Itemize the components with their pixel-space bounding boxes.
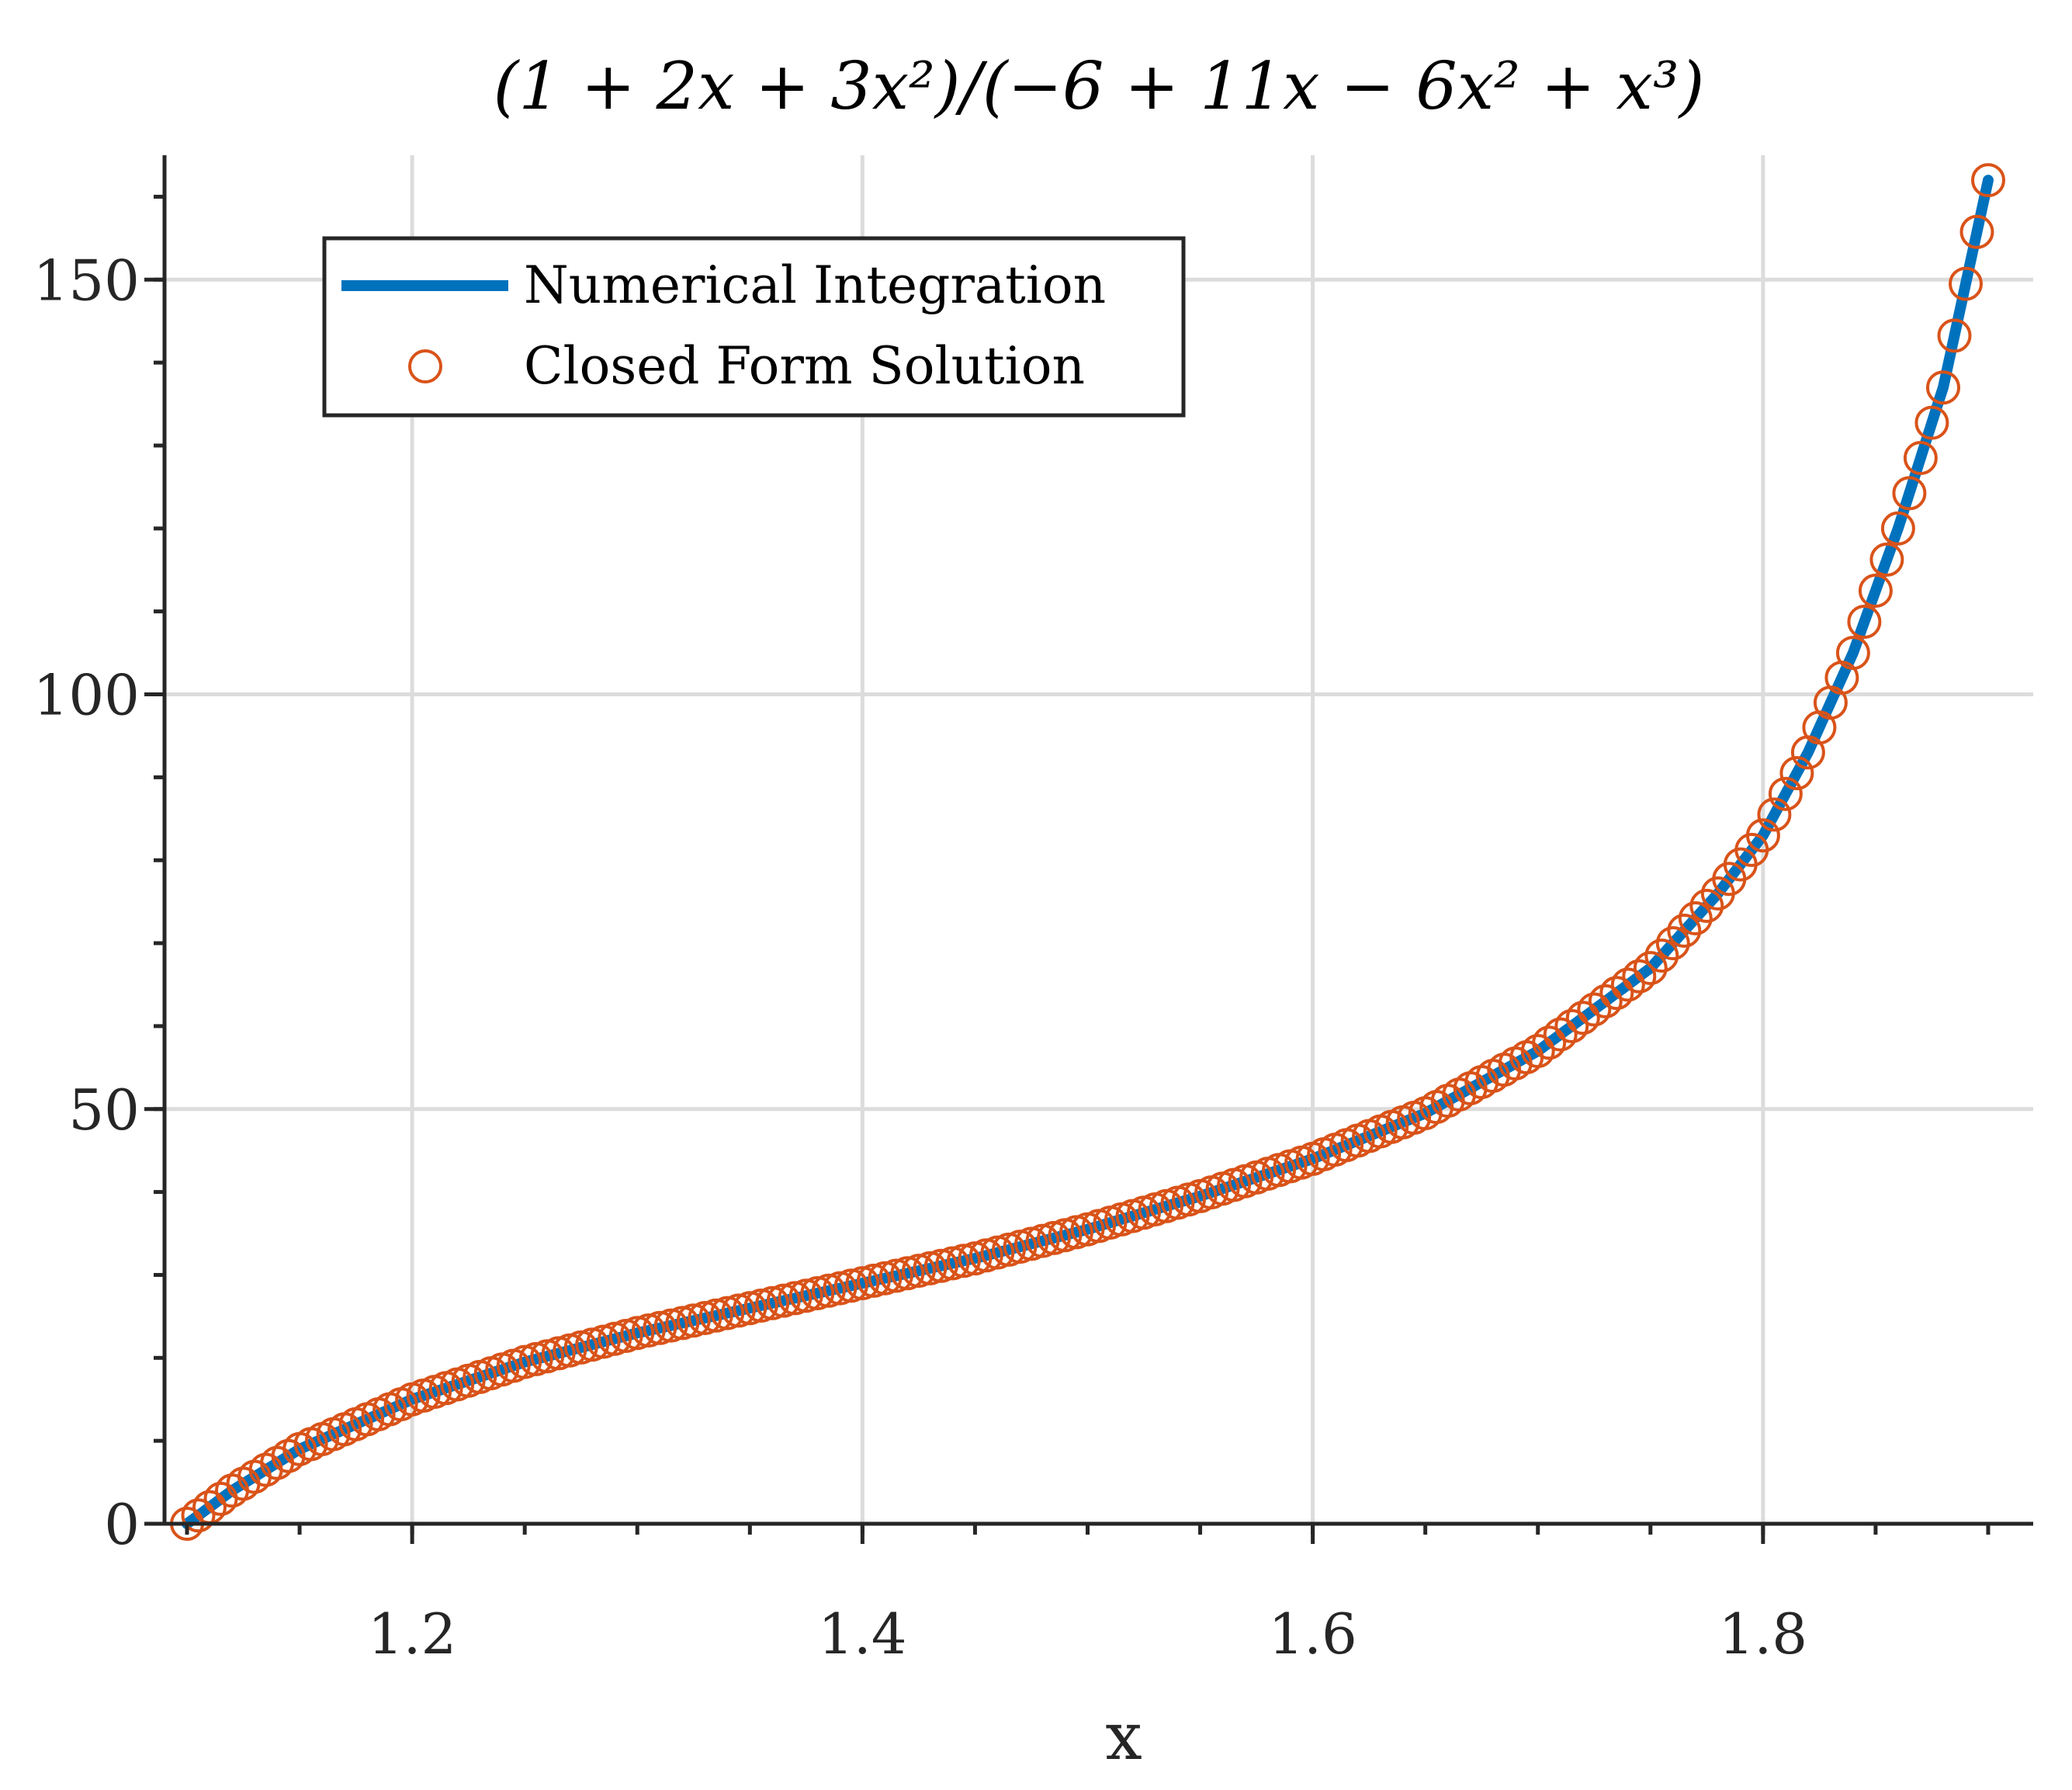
closed-form-marker <box>620 1316 655 1351</box>
closed-form-marker <box>653 1308 688 1343</box>
closed-form-marker <box>710 1296 745 1330</box>
closed-form-marker <box>935 1246 970 1281</box>
series-layer <box>170 163 2005 1541</box>
closed-form-marker <box>631 1313 666 1348</box>
closed-form-marker <box>1768 776 1803 811</box>
closed-form-marker <box>1610 967 1645 1002</box>
closed-form-marker <box>1869 542 1904 577</box>
closed-form-marker <box>1880 511 1915 546</box>
closed-form-marker <box>181 1498 216 1533</box>
closed-form-marker <box>743 1289 778 1323</box>
closed-form-marker <box>923 1248 958 1283</box>
closed-form-marker <box>1644 938 1679 973</box>
y-tick-label: 0 <box>104 1492 140 1557</box>
legend-marker-swatch <box>408 349 442 383</box>
y-tick-label: 50 <box>68 1077 140 1143</box>
closed-form-marker <box>811 1273 846 1308</box>
closed-form-marker <box>1520 1034 1555 1068</box>
closed-form-marker <box>856 1263 891 1298</box>
legend-label-closed-form: Closed Form Solution <box>524 336 1085 396</box>
closed-form-marker <box>1971 163 2005 198</box>
closed-form-marker <box>766 1283 801 1318</box>
closed-form-marker <box>733 1291 767 1326</box>
closed-form-marker <box>1937 318 1972 353</box>
closed-form-marker <box>643 1310 677 1345</box>
closed-form-marker <box>721 1293 756 1328</box>
x-tick-label: 1.2 <box>368 1601 457 1667</box>
x-tick-label: 1.4 <box>818 1601 907 1667</box>
closed-form-marker <box>1633 951 1668 986</box>
closed-form-marker <box>823 1271 858 1306</box>
closed-form-marker <box>1543 1017 1578 1052</box>
chart-title: (1 + 2x + 3x²)/(−6 + 11x − 6x² + x³) <box>494 48 1705 124</box>
closed-form-marker <box>1554 1008 1589 1043</box>
closed-form-marker <box>778 1281 813 1316</box>
x-axis-title: x <box>1105 1698 1142 1774</box>
closed-form-marker <box>1835 636 1870 671</box>
ticks: 1.2 1.4 1.6 1.8 0 50 100 150 <box>33 194 1991 1667</box>
axes <box>162 155 2033 1526</box>
closed-form-marker <box>676 1303 711 1338</box>
closed-form-marker <box>800 1276 835 1310</box>
closed-form-marker <box>1565 1001 1600 1035</box>
legend-label-numerical: Numerical Integration <box>524 255 1106 315</box>
closed-form-marker <box>1678 901 1713 935</box>
closed-form-marker <box>1689 889 1724 923</box>
legend: Numerical Integration Closed Form Soluti… <box>322 236 1186 418</box>
closed-form-marker <box>1655 926 1690 961</box>
closed-form-marker <box>1588 983 1623 1018</box>
closed-form-marker <box>1599 976 1634 1011</box>
closed-form-marker <box>1667 914 1702 948</box>
x-tick-label: 1.8 <box>1719 1601 1808 1667</box>
closed-form-marker <box>901 1254 936 1289</box>
closed-form-marker <box>1949 266 1983 301</box>
closed-form-marker <box>1577 992 1612 1027</box>
closed-form-marker <box>1745 818 1780 853</box>
closed-form-marker <box>1926 370 1960 405</box>
closed-form-marker <box>1892 476 1927 511</box>
closed-form-marker <box>913 1251 948 1285</box>
closed-form-marker <box>833 1268 868 1303</box>
closed-form-marker <box>845 1266 880 1301</box>
closed-form-marker <box>1914 405 1949 440</box>
closed-form-marker <box>868 1261 903 1296</box>
closed-form-marker <box>890 1256 925 1291</box>
closed-form-marker <box>698 1298 733 1333</box>
y-tick-label: 100 <box>33 663 140 728</box>
closed-form-marker <box>946 1244 981 1278</box>
closed-form-marker <box>1858 574 1893 608</box>
closed-form-marker <box>1779 756 1814 790</box>
closed-form-marker <box>1622 959 1657 994</box>
legend-box <box>322 236 1186 418</box>
closed-form-marker <box>788 1278 823 1313</box>
closed-form-marker <box>1959 214 1994 249</box>
closed-form-marker <box>1757 797 1792 832</box>
closed-form-marker <box>1847 605 1882 639</box>
closed-form-marker <box>878 1258 913 1293</box>
x-tick-label: 1.6 <box>1268 1601 1357 1667</box>
closed-form-marker <box>688 1301 722 1335</box>
closed-form-marker <box>665 1306 700 1341</box>
closed-form-marker <box>755 1285 790 1320</box>
y-tick-label: 150 <box>33 248 140 313</box>
closed-form-marker <box>1903 441 1938 475</box>
closed-form-marker <box>1532 1025 1567 1060</box>
